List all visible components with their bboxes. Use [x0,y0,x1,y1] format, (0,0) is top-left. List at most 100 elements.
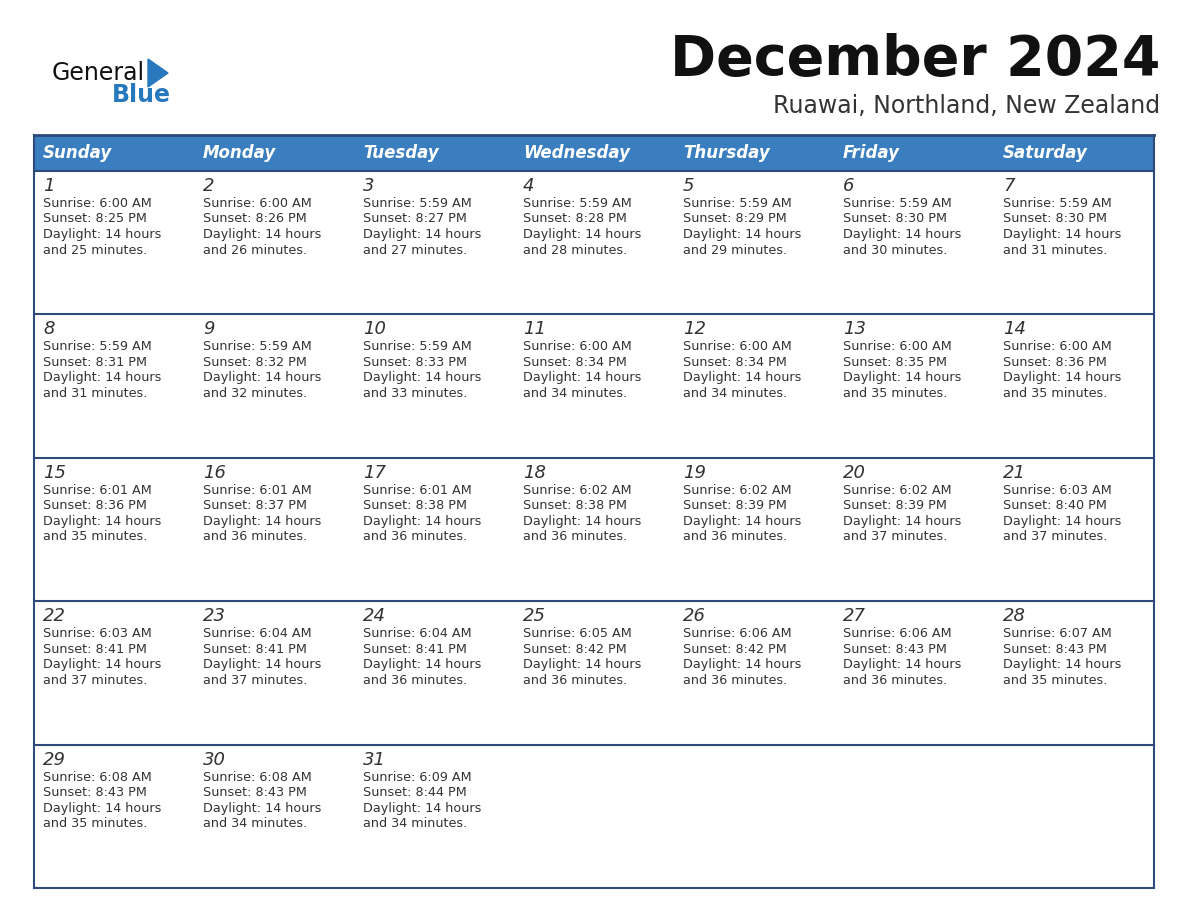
Bar [514,744,674,888]
Text: Sunset: 8:41 PM: Sunset: 8:41 PM [43,643,147,655]
Text: Sunrise: 6:06 AM: Sunrise: 6:06 AM [843,627,952,640]
Text: Sunset: 8:34 PM: Sunset: 8:34 PM [683,356,786,369]
Bar [354,171,514,314]
Bar [354,314,514,458]
Text: Sunrise: 5:59 AM: Sunrise: 5:59 AM [523,197,632,210]
Bar [514,135,674,171]
Text: Daylight: 14 hours: Daylight: 14 hours [843,372,961,385]
Text: Sunrise: 6:03 AM: Sunrise: 6:03 AM [43,627,152,640]
Bar [834,135,994,171]
Text: and 27 minutes.: and 27 minutes. [364,243,467,256]
Bar [994,601,1154,744]
Text: Daylight: 14 hours: Daylight: 14 hours [364,228,481,241]
Text: 29: 29 [43,751,67,768]
Text: and 34 minutes.: and 34 minutes. [523,386,627,400]
Text: Sunset: 8:37 PM: Sunset: 8:37 PM [203,499,307,512]
Text: General: General [52,61,145,85]
Text: Sunset: 8:25 PM: Sunset: 8:25 PM [43,212,147,226]
Polygon shape [148,59,168,87]
Bar [994,314,1154,458]
Text: Sunset: 8:38 PM: Sunset: 8:38 PM [364,499,467,512]
Text: Sunset: 8:28 PM: Sunset: 8:28 PM [523,212,627,226]
Text: Daylight: 14 hours: Daylight: 14 hours [1003,515,1121,528]
Text: Daylight: 14 hours: Daylight: 14 hours [203,801,322,814]
Bar [674,171,834,314]
Text: Daylight: 14 hours: Daylight: 14 hours [1003,228,1121,241]
Bar [994,171,1154,314]
Text: and 35 minutes.: and 35 minutes. [43,817,147,830]
Text: Sunrise: 6:02 AM: Sunrise: 6:02 AM [523,484,632,497]
Text: Sunrise: 5:59 AM: Sunrise: 5:59 AM [203,341,311,353]
Text: December 2024: December 2024 [670,33,1159,87]
Text: Daylight: 14 hours: Daylight: 14 hours [364,515,481,528]
Text: and 35 minutes.: and 35 minutes. [43,531,147,543]
Text: and 34 minutes.: and 34 minutes. [683,386,788,400]
Text: Sunrise: 6:08 AM: Sunrise: 6:08 AM [203,770,311,784]
Text: 7: 7 [1003,177,1015,195]
Text: 20: 20 [843,464,866,482]
Text: and 36 minutes.: and 36 minutes. [683,531,788,543]
Text: Sunset: 8:39 PM: Sunset: 8:39 PM [683,499,786,512]
Text: and 37 minutes.: and 37 minutes. [843,531,947,543]
Text: Thursday: Thursday [683,144,770,162]
Bar [514,314,674,458]
Text: Sunset: 8:36 PM: Sunset: 8:36 PM [43,499,147,512]
Bar [194,601,354,744]
Text: 11: 11 [523,320,546,339]
Bar [194,458,354,601]
Text: Daylight: 14 hours: Daylight: 14 hours [364,372,481,385]
Text: Sunrise: 5:59 AM: Sunrise: 5:59 AM [364,341,472,353]
Bar [514,601,674,744]
Text: Sunrise: 6:00 AM: Sunrise: 6:00 AM [843,341,952,353]
Text: Daylight: 14 hours: Daylight: 14 hours [43,372,162,385]
Text: 31: 31 [364,751,386,768]
Text: Daylight: 14 hours: Daylight: 14 hours [843,515,961,528]
Text: 23: 23 [203,607,226,625]
Text: Sunrise: 5:59 AM: Sunrise: 5:59 AM [364,197,472,210]
Text: and 36 minutes.: and 36 minutes. [843,674,947,687]
Text: Blue: Blue [112,83,171,107]
Text: Sunday: Sunday [43,144,112,162]
Text: Daylight: 14 hours: Daylight: 14 hours [683,372,802,385]
Bar [34,314,194,458]
Text: and 36 minutes.: and 36 minutes. [364,531,467,543]
Text: Sunset: 8:35 PM: Sunset: 8:35 PM [843,356,947,369]
Text: Sunrise: 6:02 AM: Sunrise: 6:02 AM [843,484,952,497]
Text: and 34 minutes.: and 34 minutes. [364,817,467,830]
Text: Sunset: 8:30 PM: Sunset: 8:30 PM [1003,212,1107,226]
Text: Sunrise: 6:02 AM: Sunrise: 6:02 AM [683,484,791,497]
Text: Friday: Friday [843,144,901,162]
Text: and 34 minutes.: and 34 minutes. [203,817,308,830]
Text: Sunrise: 6:05 AM: Sunrise: 6:05 AM [523,627,632,640]
Text: 25: 25 [523,607,546,625]
Text: and 31 minutes.: and 31 minutes. [43,386,147,400]
Text: Sunset: 8:38 PM: Sunset: 8:38 PM [523,499,627,512]
Text: 3: 3 [364,177,374,195]
Bar [34,458,194,601]
Text: Daylight: 14 hours: Daylight: 14 hours [43,228,162,241]
Text: 5: 5 [683,177,695,195]
Bar [834,314,994,458]
Bar [834,171,994,314]
Text: Sunset: 8:34 PM: Sunset: 8:34 PM [523,356,627,369]
Text: Sunrise: 6:01 AM: Sunrise: 6:01 AM [203,484,311,497]
Bar [354,458,514,601]
Bar [834,744,994,888]
Bar [34,744,194,888]
Text: Sunset: 8:44 PM: Sunset: 8:44 PM [364,786,467,799]
Text: 15: 15 [43,464,67,482]
Text: and 36 minutes.: and 36 minutes. [523,674,627,687]
Text: and 36 minutes.: and 36 minutes. [683,674,788,687]
Text: Sunset: 8:30 PM: Sunset: 8:30 PM [843,212,947,226]
Text: Sunset: 8:41 PM: Sunset: 8:41 PM [203,643,307,655]
Bar [194,135,354,171]
Text: Sunrise: 6:01 AM: Sunrise: 6:01 AM [43,484,152,497]
Text: Sunset: 8:36 PM: Sunset: 8:36 PM [1003,356,1107,369]
Text: Daylight: 14 hours: Daylight: 14 hours [683,228,802,241]
Bar [194,171,354,314]
Text: and 26 minutes.: and 26 minutes. [203,243,308,256]
Text: and 30 minutes.: and 30 minutes. [843,243,947,256]
Text: Ruawai, Northland, New Zealand: Ruawai, Northland, New Zealand [773,94,1159,118]
Bar [514,171,674,314]
Text: 19: 19 [683,464,706,482]
